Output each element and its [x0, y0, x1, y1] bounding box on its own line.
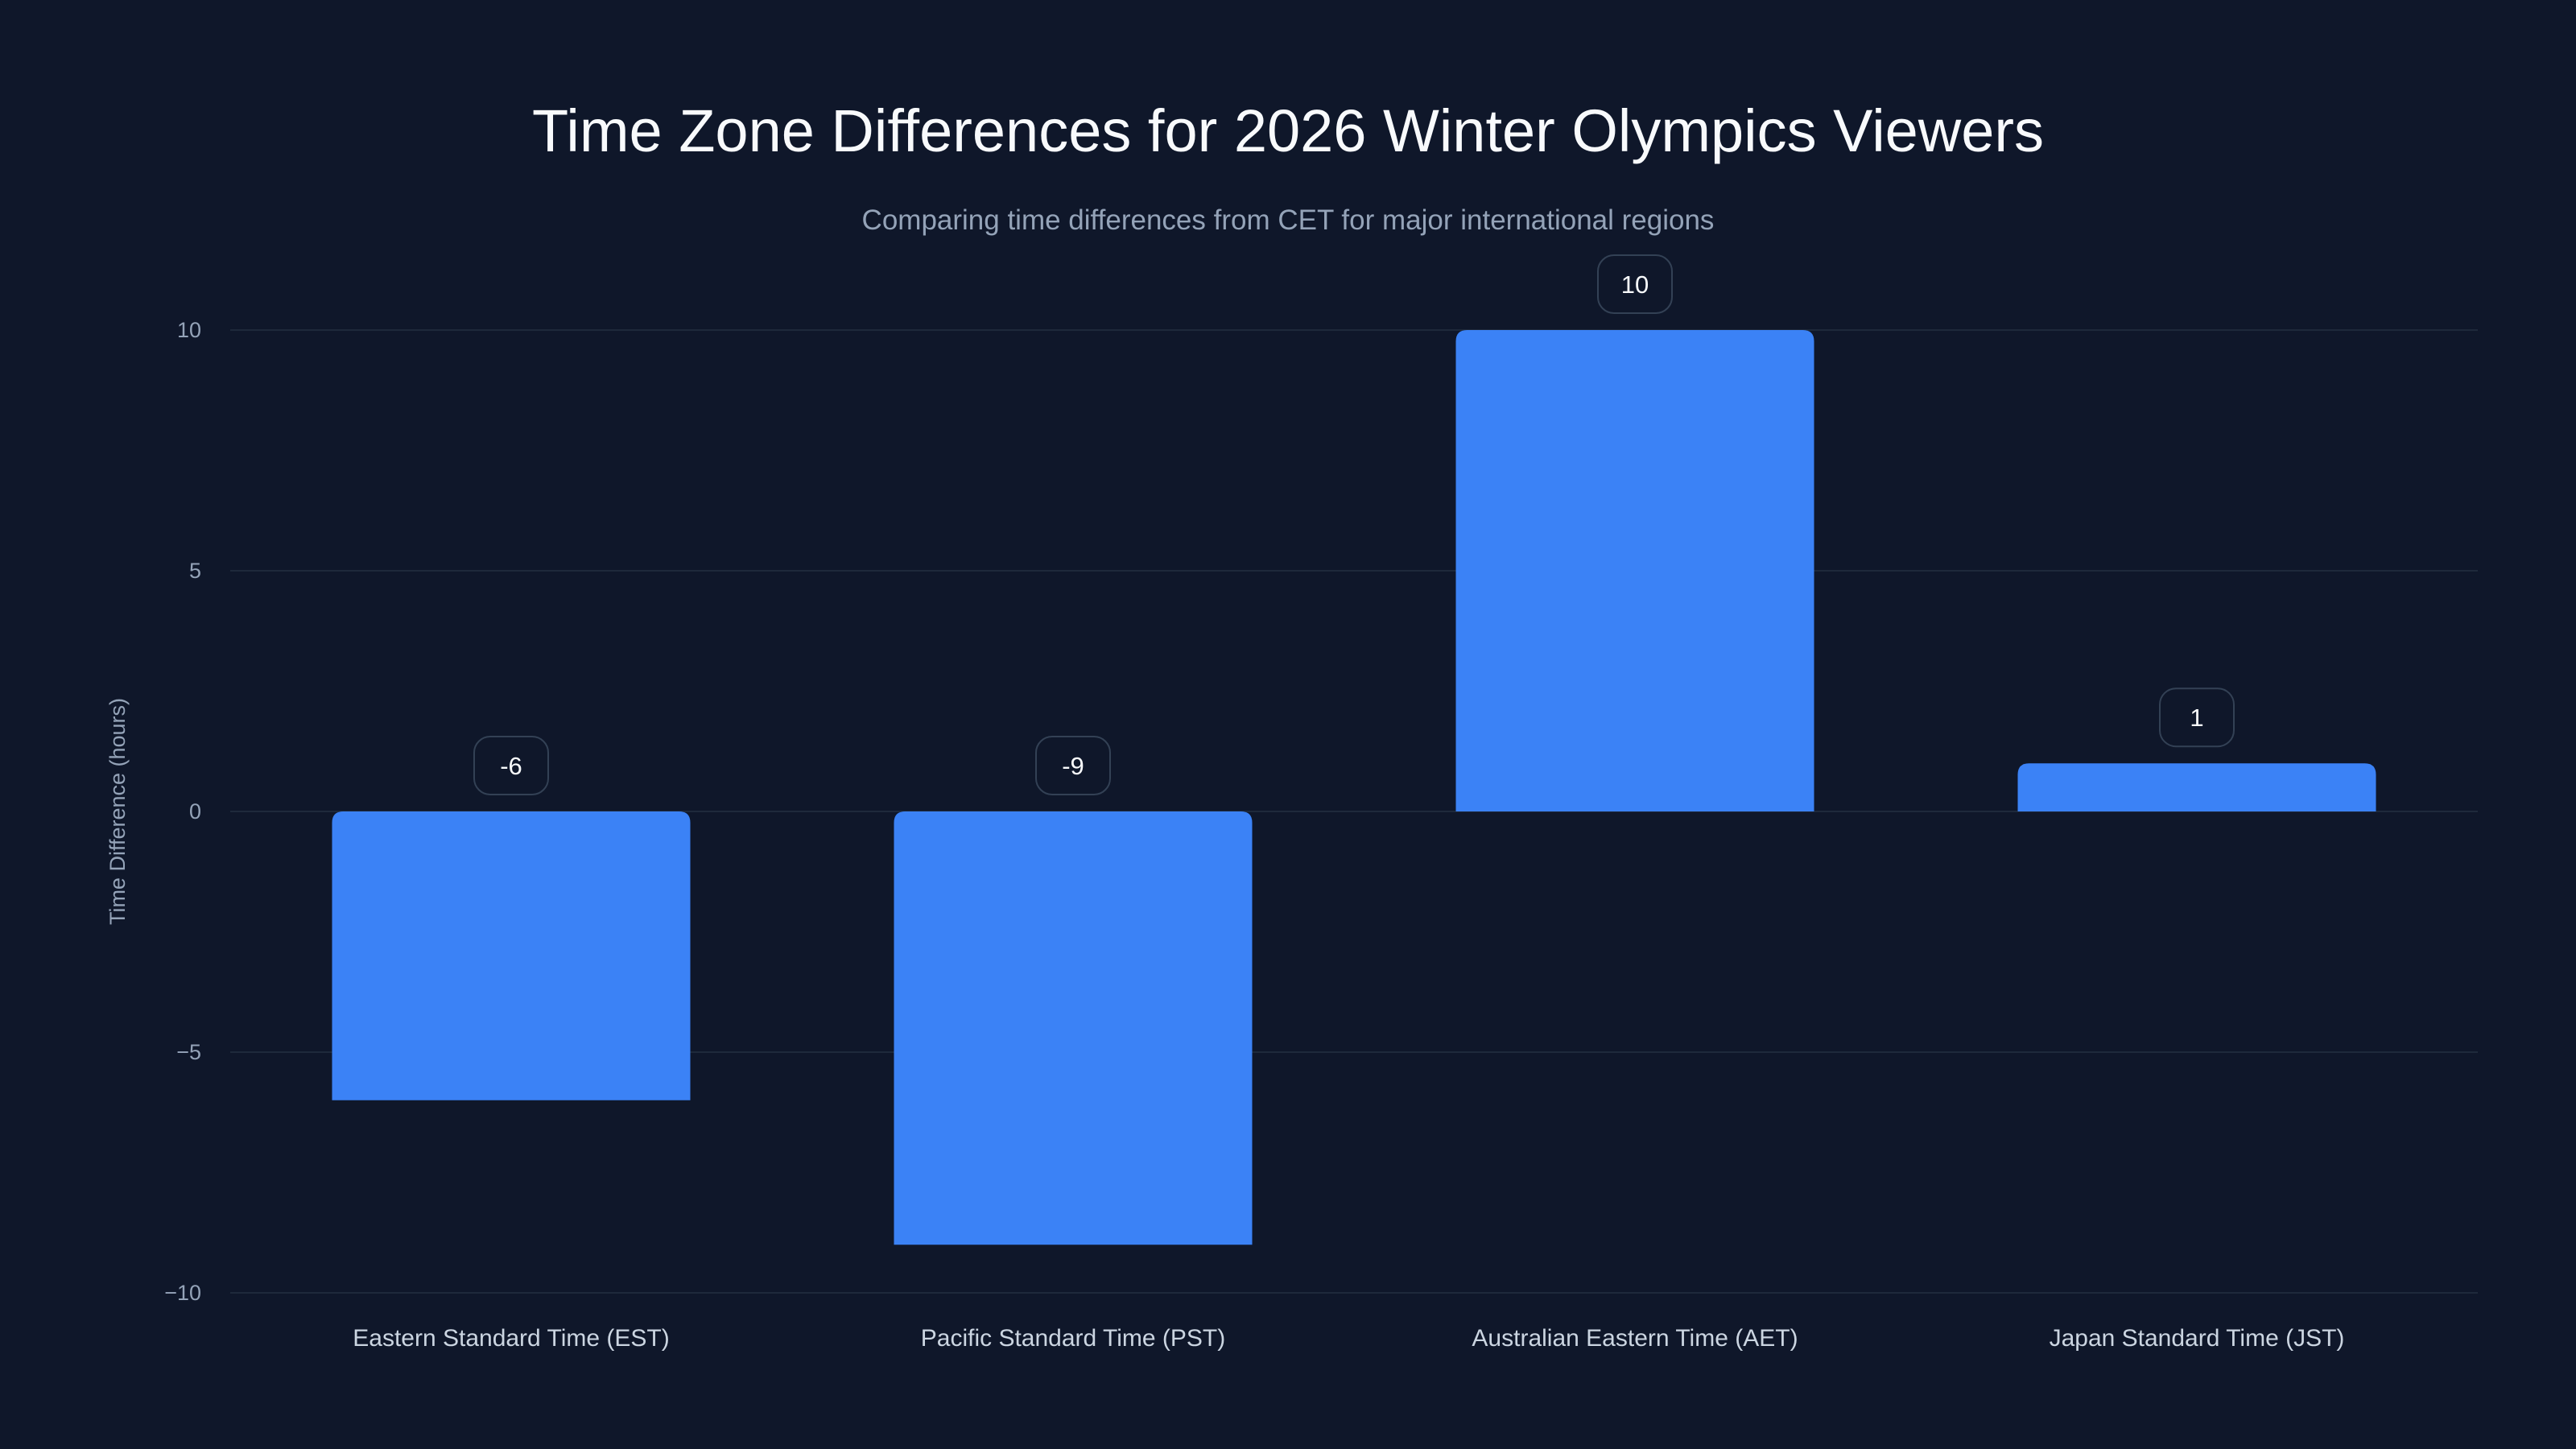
x-tick-label: Japan Standard Time (JST) [2050, 1325, 2345, 1352]
data-label: -6 [500, 752, 522, 780]
y-tick-label: 10 [177, 318, 201, 342]
data-label: 10 [1621, 270, 1649, 299]
bar [1455, 330, 1814, 811]
x-tick-label: Pacific Standard Time (PST) [921, 1325, 1225, 1352]
data-label-box [1035, 736, 1111, 795]
chart-subtitle: Comparing time differences from CET for … [862, 204, 1715, 236]
chart-title: Time Zone Differences for 2026 Winter Ol… [532, 97, 2044, 164]
y-tick-label: 5 [189, 559, 201, 583]
data-label-box [1597, 254, 1673, 314]
data-label-box [473, 736, 549, 795]
y-tick-label: −10 [164, 1281, 201, 1305]
y-tick-label: −5 [176, 1040, 201, 1064]
bar [894, 811, 1253, 1245]
y-tick-label: 0 [189, 799, 201, 824]
x-tick-label: Australian Eastern Time (AET) [1472, 1325, 1798, 1352]
y-axis-label: Time Difference (hours) [105, 698, 130, 925]
x-tick-label: Eastern Standard Time (EST) [353, 1325, 670, 1352]
data-label: -9 [1062, 752, 1084, 780]
bar [332, 811, 691, 1100]
grid: 10 5 0 −5 −10 [164, 318, 2478, 1305]
bar [2017, 763, 2376, 811]
data-label-box [2159, 687, 2235, 748]
data-label: 1 [2190, 704, 2203, 732]
bars: -6 Eastern Standard Time (EST) -9 Pacific S… [332, 254, 2376, 1352]
